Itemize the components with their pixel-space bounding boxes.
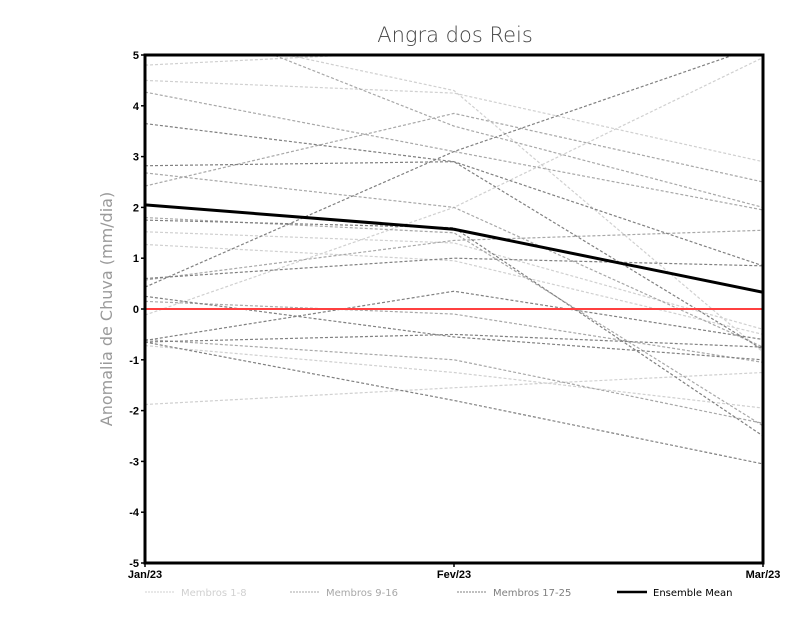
x-tick-label: Mar/23 [746, 569, 781, 581]
x-tick-label: Jan/23 [128, 569, 162, 581]
y-tick-label: 2 [133, 202, 139, 214]
member-line-3-8 [145, 341, 763, 465]
ensemble-mean-line [145, 203, 763, 294]
legend-label: Membros 1-8 [181, 588, 247, 599]
y-tick-label: 1 [133, 253, 139, 265]
member-line-1-2 [145, 79, 763, 163]
member-line-3-5 [145, 55, 736, 288]
y-axis-label: Anomalia de Chuva (mm/dia) [97, 192, 116, 426]
member-line-2-4 [145, 216, 763, 427]
chart-title: Angra dos Reis [377, 23, 533, 47]
y-tick-label: 5 [133, 50, 139, 62]
member-line-3-6 [145, 295, 763, 361]
member-line-3-9 [145, 333, 763, 348]
member-line-2-3 [145, 112, 763, 187]
y-tick-label: -3 [129, 456, 139, 468]
member-line-2-8 [272, 55, 763, 208]
y-tick-label: -4 [129, 507, 140, 519]
y-tick-label: -2 [129, 406, 139, 418]
member-line-2-5 [145, 229, 763, 281]
member-line-2-6 [145, 300, 763, 363]
member-line-3-4 [145, 257, 763, 280]
y-tick-label: 0 [133, 304, 139, 316]
member-line-1-4 [145, 243, 763, 335]
legend-label: Membros 9-16 [326, 588, 398, 599]
member-line-1-8 [145, 344, 763, 409]
member-line-3-1 [145, 122, 763, 267]
y-tick-label: 4 [133, 101, 140, 113]
member-line-3-2 [145, 161, 763, 351]
y-tick-label: 3 [133, 152, 139, 164]
member-line-3-3 [145, 219, 763, 437]
member-line-2-2 [145, 172, 763, 348]
y-tick-label: -5 [129, 558, 139, 570]
y-tick-label: -1 [129, 355, 139, 367]
member-line-2-7 [145, 338, 763, 424]
legend-label: Membros 17-25 [493, 588, 571, 599]
member-line-1-7 [284, 55, 763, 353]
member-line-1-6 [145, 371, 763, 406]
x-tick-label: Fev/23 [437, 569, 471, 581]
legend-label: Ensemble Mean [653, 588, 732, 599]
member-line-1-5 [145, 57, 763, 316]
member-line-3-7 [145, 290, 763, 342]
